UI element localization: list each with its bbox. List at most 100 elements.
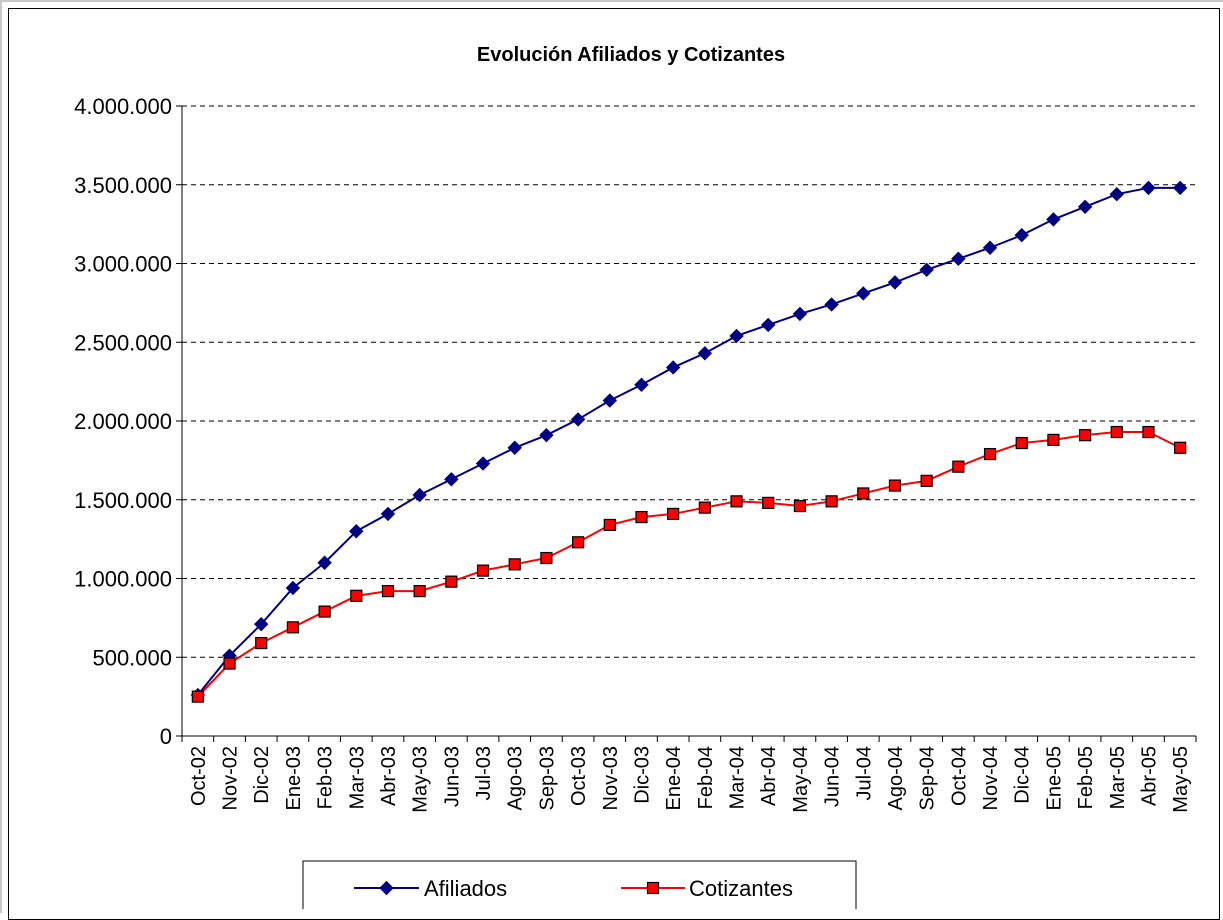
x-tick-label: Abr-05 xyxy=(1138,746,1160,806)
legend-label: Afiliados xyxy=(424,876,507,901)
data-point xyxy=(920,474,933,487)
chart-area: Evolución Afiliados y Cotizantes 0 500.00… xyxy=(8,8,1220,920)
data-point xyxy=(824,297,839,312)
legend: Afiliados Cotizantes xyxy=(302,860,857,916)
data-point xyxy=(570,412,586,427)
y-tick-label: 0 xyxy=(160,724,172,749)
data-point xyxy=(825,495,838,508)
x-tick-label: Oct-03 xyxy=(568,746,590,806)
data-point xyxy=(634,377,649,392)
x-tick-label: Sep-04 xyxy=(917,746,939,811)
data-point xyxy=(444,472,459,487)
data-point xyxy=(602,393,617,408)
data-point xyxy=(762,496,775,509)
y-tick-label: 500.000 xyxy=(92,645,172,670)
x-tick-label: Ene-05 xyxy=(1043,746,1065,811)
y-axis: 0 500.000 1.000.000 1.500.000 2.000.000 2.500… xyxy=(74,94,183,749)
data-point xyxy=(413,584,426,598)
data-point xyxy=(1141,180,1156,196)
data-point xyxy=(286,621,300,634)
data-point xyxy=(476,564,490,577)
legend-marker xyxy=(379,880,394,896)
data-point xyxy=(350,589,363,602)
legend-marker xyxy=(646,881,660,895)
data-point xyxy=(318,605,331,618)
data-point xyxy=(603,518,616,532)
data-point xyxy=(1110,425,1123,439)
x-tick-label: Feb-03 xyxy=(315,746,337,809)
x-tick-label: Jun-03 xyxy=(441,746,463,807)
data-point xyxy=(730,495,743,508)
data-point xyxy=(635,510,648,524)
data-point xyxy=(1077,199,1093,215)
x-tick-label: Jun-04 xyxy=(822,746,844,807)
data-point xyxy=(1142,425,1155,439)
y-tick-label: 3.500.000 xyxy=(74,173,172,198)
y-tick-label: 4.000.000 xyxy=(74,94,172,119)
data-point xyxy=(983,447,997,461)
data-point xyxy=(1078,429,1092,442)
x-tick-label: Jul-03 xyxy=(473,746,495,800)
x-tick-label: Dic-04 xyxy=(1012,746,1034,804)
data-point xyxy=(1014,227,1029,243)
data-point xyxy=(380,506,396,522)
x-tick-label: May-05 xyxy=(1170,746,1192,813)
x-tick-label: Nov-02 xyxy=(220,746,242,810)
series-afiliados xyxy=(190,180,1188,703)
x-tick-label: Abr-03 xyxy=(378,746,400,806)
data-point xyxy=(1109,186,1124,202)
line-chart: Evolución Afiliados y Cotizantes 0 500.00… xyxy=(74,44,1197,916)
data-point xyxy=(761,317,776,333)
data-point xyxy=(381,584,395,598)
data-point xyxy=(982,240,998,255)
data-point xyxy=(475,456,491,471)
gridlines xyxy=(182,105,1196,658)
data-point xyxy=(317,555,332,570)
data-point xyxy=(1174,441,1187,454)
data-point xyxy=(729,328,744,344)
data-point xyxy=(571,536,585,549)
y-tick-label: 2.000.000 xyxy=(74,409,172,434)
data-point xyxy=(856,286,871,301)
data-point xyxy=(445,575,458,588)
x-tick-label: Nov-04 xyxy=(980,746,1002,810)
data-point xyxy=(952,460,965,473)
data-point xyxy=(888,479,902,492)
data-point xyxy=(951,251,966,266)
x-tick-label: Ene-04 xyxy=(663,746,685,811)
series-cotizantes xyxy=(191,425,1187,703)
data-point xyxy=(1046,212,1061,227)
x-tick-label: Mar-05 xyxy=(1107,746,1129,809)
data-point xyxy=(857,487,870,500)
x-tick-label: Feb-05 xyxy=(1075,746,1097,809)
x-tick-label: May-03 xyxy=(410,746,432,813)
data-point xyxy=(792,306,808,322)
data-point xyxy=(919,262,934,278)
x-tick-label: Oct-02 xyxy=(188,746,210,806)
data-point xyxy=(540,551,553,565)
x-tick-label: Mar-04 xyxy=(727,746,749,809)
data-point xyxy=(255,636,268,650)
x-tick-label: Ago-03 xyxy=(505,746,527,811)
x-tick-label: Sep-03 xyxy=(536,746,558,811)
data-point xyxy=(349,524,364,539)
data-point xyxy=(667,507,680,521)
x-tick-label: Feb-04 xyxy=(695,746,717,809)
x-tick-label: Mar-03 xyxy=(346,746,368,809)
x-tick-label: Dic-03 xyxy=(631,746,653,804)
data-point xyxy=(191,690,204,703)
x-tick-label: Ago-04 xyxy=(885,746,907,811)
series-layer xyxy=(190,180,1188,703)
x-axis: Oct-02 Nov-02 Dic-02 Ene-03 Feb-03 Mar-03 Abr-… xyxy=(181,735,1197,813)
y-tick-label: 2.500.000 xyxy=(74,330,172,355)
data-point xyxy=(697,346,713,361)
data-point xyxy=(698,501,711,514)
data-point xyxy=(412,487,427,503)
legend-label: Cotizantes xyxy=(689,876,793,901)
data-point xyxy=(665,360,681,375)
x-tick-label: Abr-04 xyxy=(758,746,780,806)
y-tick-label: 3.000.000 xyxy=(74,252,172,277)
data-point xyxy=(508,558,521,571)
data-point xyxy=(223,657,236,670)
